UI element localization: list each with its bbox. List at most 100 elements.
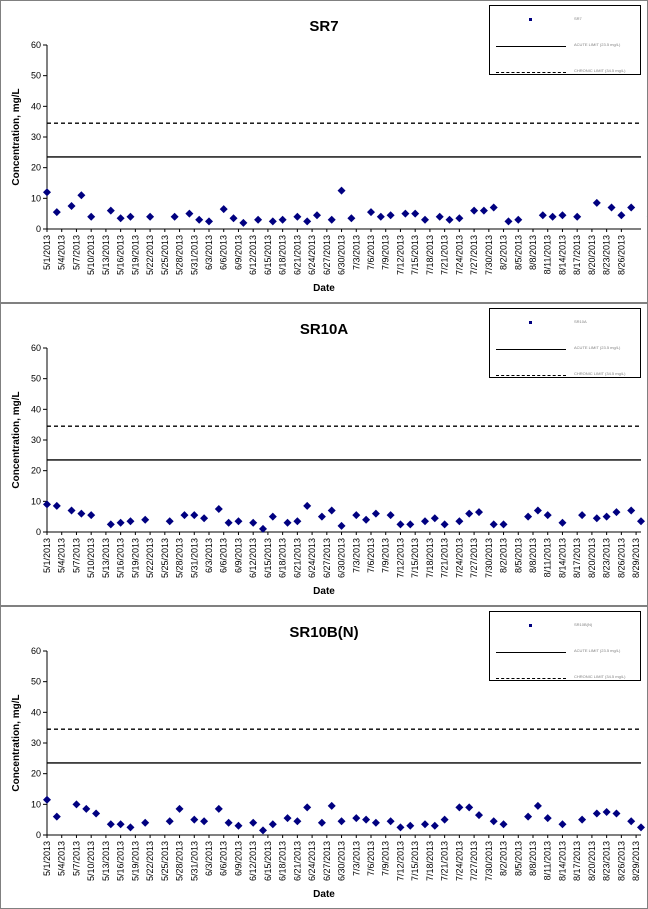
x-tick-label: 7/3/2013: [351, 235, 361, 270]
data-point: [504, 217, 512, 225]
x-axis-title: Date: [313, 889, 335, 900]
x-tick-label: 5/22/2013: [145, 235, 155, 275]
data-point: [190, 511, 198, 519]
legend-entry: ACUTE LIMIT (23.5 mg/L): [496, 646, 636, 658]
x-tick-label: 5/16/2013: [116, 235, 126, 275]
data-point: [195, 216, 203, 224]
data-point: [166, 817, 174, 825]
data-point: [490, 204, 498, 212]
data-point: [126, 213, 134, 221]
data-point: [534, 507, 542, 515]
y-tick-label: 60: [31, 646, 41, 656]
data-point: [377, 213, 385, 221]
x-tick-label: 7/24/2013: [454, 841, 464, 881]
data-point: [539, 211, 547, 219]
legend-label: CHRONIC LIMIT (34.5 mg/L): [574, 674, 626, 679]
x-tick-label: 7/30/2013: [484, 841, 494, 881]
x-tick-label: 5/28/2013: [175, 841, 185, 881]
data-point: [455, 214, 463, 222]
data-point: [269, 513, 277, 521]
x-tick-label: 7/9/2013: [381, 235, 391, 270]
data-point: [215, 505, 223, 513]
data-point: [259, 826, 267, 834]
x-tick-label: 8/2/2013: [499, 841, 509, 876]
x-tick-label: 5/25/2013: [160, 538, 170, 578]
data-point: [617, 211, 625, 219]
data-point: [92, 810, 100, 818]
x-tick-label: 5/1/2013: [42, 538, 52, 573]
x-tick-label: 7/12/2013: [395, 841, 405, 881]
data-point: [249, 819, 257, 827]
x-tick-label: 5/31/2013: [189, 841, 199, 881]
x-tick-label: 6/12/2013: [248, 235, 258, 275]
legend-entry: SR7: [496, 14, 636, 26]
data-point: [593, 199, 601, 207]
x-tick-label: 5/16/2013: [116, 538, 126, 578]
data-point: [352, 511, 360, 519]
data-point: [406, 520, 414, 528]
x-tick-label: 7/21/2013: [440, 235, 450, 275]
data-point: [514, 216, 522, 224]
data-point: [200, 514, 208, 522]
legend: SR10B(N) ACUTE LIMIT (23.5 mg/L) CHRONIC L…: [489, 611, 641, 681]
x-tick-label: 6/24/2013: [307, 235, 317, 275]
data-point: [87, 213, 95, 221]
x-tick-label: 8/20/2013: [587, 841, 597, 881]
data-point: [431, 822, 439, 830]
x-tick-label: 8/5/2013: [513, 235, 523, 270]
data-point: [396, 520, 404, 528]
data-point: [475, 811, 483, 819]
data-point: [367, 208, 375, 216]
x-tick-label: 6/24/2013: [307, 841, 317, 881]
legend-entry: SR10B(N): [496, 620, 636, 632]
data-point: [411, 210, 419, 218]
x-tick-label: 5/19/2013: [130, 538, 140, 578]
x-tick-label: 6/12/2013: [248, 841, 258, 881]
data-point: [126, 517, 134, 525]
x-tick-label: 8/8/2013: [528, 841, 538, 876]
data-point: [524, 813, 532, 821]
y-tick-label: 60: [31, 40, 41, 50]
x-tick-label: 7/18/2013: [425, 538, 435, 578]
data-point: [43, 796, 51, 804]
y-tick-label: 20: [31, 466, 41, 476]
data-point: [573, 213, 581, 221]
x-tick-label: 7/15/2013: [410, 538, 420, 578]
data-point: [146, 213, 154, 221]
y-tick-label: 0: [36, 224, 41, 234]
data-point: [225, 819, 233, 827]
data-point: [293, 213, 301, 221]
data-point: [68, 507, 76, 515]
data-point: [220, 205, 228, 213]
x-tick-label: 8/17/2013: [572, 235, 582, 275]
x-tick-label: 7/12/2013: [395, 538, 405, 578]
x-tick-label: 5/28/2013: [175, 538, 185, 578]
data-point: [107, 820, 115, 828]
x-tick-label: 8/29/2013: [631, 538, 641, 578]
chart-title: SR10B(N): [289, 624, 358, 641]
x-tick-label: 5/1/2013: [42, 841, 52, 876]
x-tick-label: 6/30/2013: [337, 235, 347, 275]
data-point: [141, 819, 149, 827]
x-tick-label: 5/25/2013: [160, 235, 170, 275]
data-point: [77, 510, 85, 518]
data-point: [603, 808, 611, 816]
x-tick-label: 5/4/2013: [57, 235, 67, 270]
x-tick-label: 7/30/2013: [484, 235, 494, 275]
y-tick-label: 0: [36, 830, 41, 840]
legend-entry: CHRONIC LIMIT (34.5 mg/L): [496, 672, 636, 684]
x-tick-label: 7/21/2013: [440, 538, 450, 578]
x-tick-label: 6/6/2013: [219, 841, 229, 876]
data-point: [421, 517, 429, 525]
x-tick-label: 7/21/2013: [440, 841, 450, 881]
x-tick-label: 6/15/2013: [263, 235, 273, 275]
x-tick-label: 8/5/2013: [513, 538, 523, 573]
x-tick-label: 5/16/2013: [116, 841, 126, 881]
data-point: [362, 516, 370, 524]
x-tick-label: 7/24/2013: [454, 538, 464, 578]
data-point: [230, 214, 238, 222]
data-point: [446, 216, 454, 224]
x-tick-label: 7/6/2013: [366, 235, 376, 270]
